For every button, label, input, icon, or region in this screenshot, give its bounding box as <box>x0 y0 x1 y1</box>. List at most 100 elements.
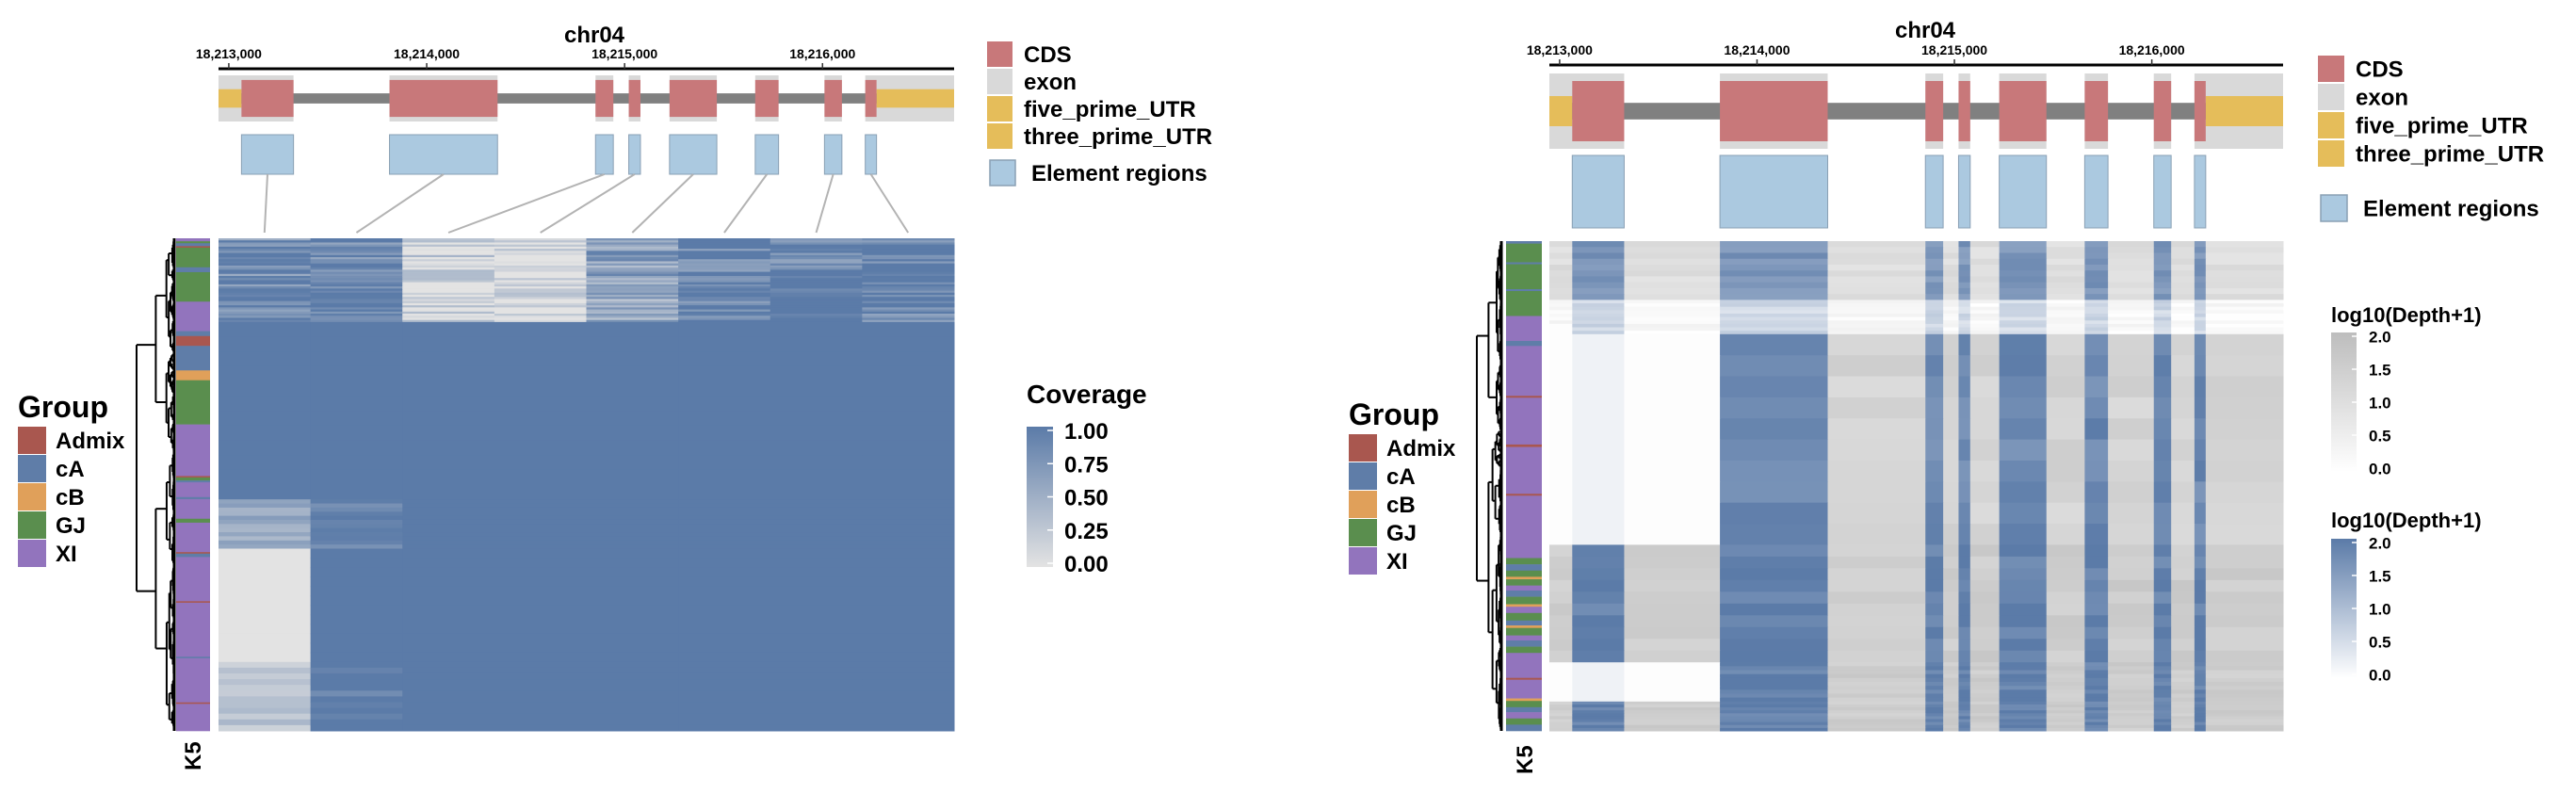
heatmap-cell <box>1827 258 1926 266</box>
cds-block <box>1958 81 1970 141</box>
heatmap-cell <box>2046 568 2085 581</box>
heatmap-cell <box>219 702 312 709</box>
heatmap-cell <box>2046 397 2085 419</box>
heatmap-cell <box>1572 287 1625 295</box>
heatmap-cell <box>219 252 312 256</box>
heatmap-cell <box>219 667 312 674</box>
heatmap-cell <box>402 707 495 715</box>
heatmap-cell <box>1572 247 1625 253</box>
heatmap-cell <box>862 605 955 616</box>
heatmap-cell <box>1925 626 1944 640</box>
heatmap-cell <box>1720 303 1829 308</box>
heatmap-cell <box>310 269 403 273</box>
heatmap-cell <box>2205 701 2284 705</box>
heatmap-cell <box>1943 568 1959 581</box>
heatmap-cell <box>494 667 587 674</box>
heatmap-cell <box>1720 707 1829 711</box>
group-annotation-segment <box>1506 316 1542 342</box>
heatmap-cell <box>402 536 495 542</box>
heatmap-cell <box>1958 682 1971 687</box>
group-annotation-segment <box>1506 397 1542 446</box>
heatmap-cell <box>402 605 495 616</box>
heatmap-cell <box>1720 626 1829 640</box>
heatmap-cell <box>1969 724 2001 729</box>
heatmap-cell <box>1720 724 1829 729</box>
heatmap-cell <box>1549 264 1573 271</box>
heatmap-cell <box>2153 439 2172 462</box>
heatmap-cell <box>1969 704 2001 708</box>
heatmap-cell <box>862 292 955 296</box>
heatmap-cell <box>1958 333 1971 356</box>
heatmap-cell <box>402 271 495 275</box>
heatmap-cell <box>678 440 771 456</box>
heatmap-cell <box>1624 323 1721 329</box>
heatmap-cell <box>494 252 587 256</box>
heatmap-cell <box>2153 258 2172 266</box>
heatmap-cell <box>310 284 403 287</box>
heatmap-cell <box>1999 707 2048 711</box>
heatmap-cell <box>586 263 679 267</box>
heatmap-cell <box>678 724 771 732</box>
heatmap-cell <box>862 679 955 686</box>
heatmap-cell <box>862 317 955 321</box>
group-annotation-segment <box>176 522 210 553</box>
heatmap-cell <box>862 484 955 500</box>
heatmap-cell <box>1958 258 1971 266</box>
heatmap-cell <box>1969 502 2001 525</box>
heatmap-cell <box>1999 724 2048 729</box>
heatmap-cell <box>586 652 679 663</box>
group-annotation-segment <box>176 301 210 332</box>
heatmap-cell <box>402 302 495 306</box>
heatmap-cell <box>1827 502 1926 525</box>
heatmap-cell <box>310 302 403 306</box>
heatmap-cell <box>1720 460 1829 482</box>
genomic-axis: 18,213,000 18,214,000 18,215,000 18,216,000 <box>196 46 954 71</box>
legend-title: Group <box>18 390 108 424</box>
heatmap-cell <box>2194 252 2207 260</box>
heatmap-cell <box>310 252 403 256</box>
heatmap-cell <box>1572 316 1625 321</box>
heatmap-cell <box>586 661 679 669</box>
heatmap-cell <box>1624 719 1721 723</box>
heatmap-cell <box>1999 333 2048 356</box>
heatmap-cell <box>2194 568 2207 581</box>
heatmap-cell <box>2205 306 2284 311</box>
heatmap-cell <box>1999 258 2048 266</box>
heatmap-cell <box>1827 544 1926 558</box>
heatmap-cell <box>310 381 403 397</box>
heatmap-cell <box>1969 310 2001 315</box>
heatmap-cell <box>1943 355 1959 378</box>
heatmap-cell <box>770 319 863 323</box>
heatmap-cell <box>586 672 679 680</box>
heatmap-cell <box>1925 439 1944 462</box>
cds-block <box>1925 81 1944 141</box>
heatmap-cell <box>586 259 679 262</box>
heatmap-cell <box>2153 666 2172 672</box>
heatmap-cell <box>1925 376 1944 398</box>
heatmap-cell <box>2205 568 2284 581</box>
heatmap-cell <box>1943 670 1959 675</box>
heatmap-cell <box>1720 524 1829 545</box>
heatmap-cell <box>2108 270 2155 277</box>
heatmap-cell <box>310 288 403 292</box>
heatmap-cell <box>494 267 587 270</box>
heatmap-cell <box>1572 258 1625 266</box>
heatmap-cell <box>1827 323 1926 329</box>
heatmap-cell <box>2084 460 2109 482</box>
heatmap-cell <box>770 519 863 525</box>
heatmap-cell <box>2205 524 2284 545</box>
heatmap-cell <box>310 257 403 260</box>
heatmap-cell <box>402 316 495 318</box>
heatmap-cell <box>1925 568 1944 581</box>
heatmap-cell <box>2153 460 2172 482</box>
heatmap-cell <box>586 314 679 316</box>
heatmap-cell <box>1624 282 1721 289</box>
legend-swatch-ca <box>18 455 46 482</box>
heatmap-cell <box>2171 626 2195 640</box>
heatmap-cell <box>2153 670 2172 675</box>
heatmap-cell <box>2171 689 2195 694</box>
heatmap-cell <box>1720 670 1829 675</box>
heatmap-cell <box>310 690 403 697</box>
heatmap-cell <box>1572 320 1625 325</box>
heatmap-cell <box>586 707 679 715</box>
